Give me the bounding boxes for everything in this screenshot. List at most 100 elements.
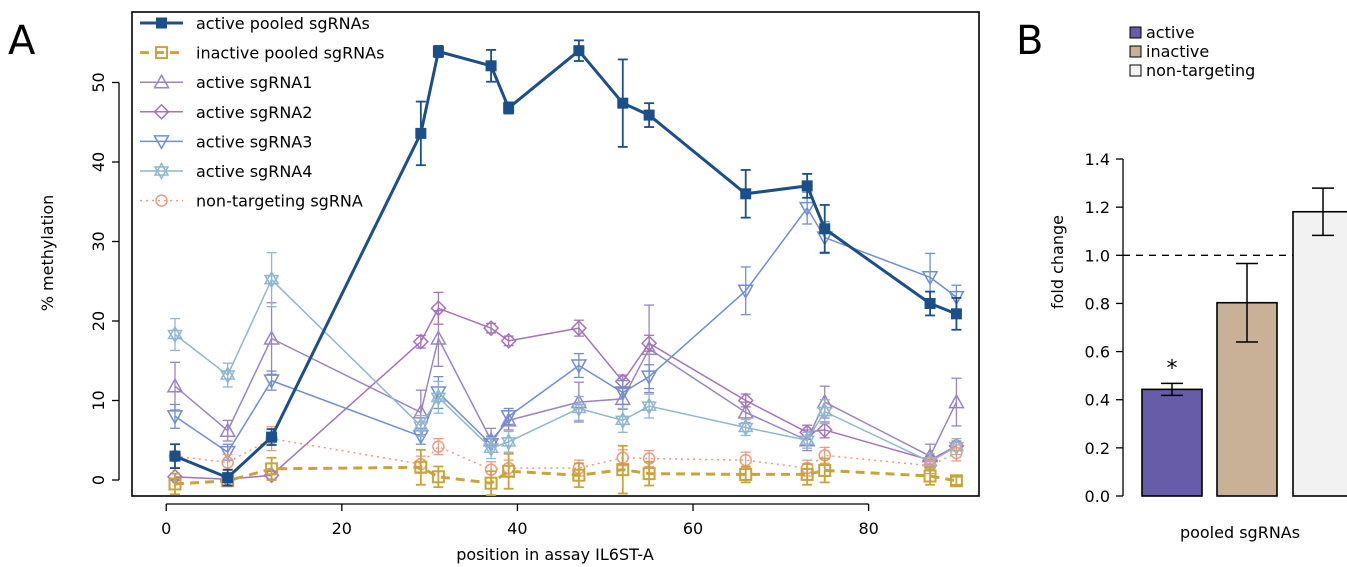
- data-point: [500, 410, 517, 425]
- data-point: [818, 463, 832, 477]
- data-point: [617, 97, 629, 109]
- data-point: [431, 470, 445, 484]
- data-point: [167, 329, 183, 344]
- data-point: [923, 469, 937, 483]
- legend-swatch: [1129, 26, 1142, 39]
- data-point: [799, 435, 815, 450]
- data-point: [924, 298, 936, 310]
- data-point: [737, 403, 754, 419]
- legend-label: active pooled sgRNAs: [196, 14, 370, 33]
- data-point: [949, 474, 963, 488]
- data-point: [430, 329, 447, 345]
- series-2: [166, 302, 965, 469]
- data-point: [266, 431, 278, 443]
- legend-label: active: [1146, 23, 1195, 42]
- data-point: [483, 439, 499, 453]
- series-5: [167, 251, 965, 471]
- a-y-tick-label: 20: [89, 311, 108, 331]
- data-point: [950, 446, 963, 460]
- data-point: [430, 388, 447, 403]
- data-point: [737, 418, 754, 433]
- data-point: [430, 392, 447, 407]
- panel-b-label: B: [1016, 18, 1043, 64]
- a-x-tick-label: 0: [161, 519, 171, 538]
- legend-swatch: [1129, 45, 1142, 58]
- panel-a-line-chart: 0 20 40 60 80 0 10 20 30 40 50 active pooled sgRNA…: [38, 11, 980, 564]
- data-point: [500, 432, 517, 447]
- data-point: [500, 332, 517, 349]
- data-point: [263, 270, 280, 285]
- panel-b-axes: 0.0 0.2 0.4 0.6 0.8 1.0 1.2 1.4: [1085, 150, 1347, 506]
- legend-marker: [153, 166, 170, 181]
- series-line: [174, 465, 957, 486]
- legend-marker: [153, 135, 170, 150]
- data-point: [265, 462, 279, 476]
- b-y-tick-label: 1.2: [1085, 198, 1110, 217]
- legend-swatch: [1129, 64, 1142, 77]
- data-point: [616, 463, 630, 477]
- a-y-tick-label: 30: [89, 231, 108, 251]
- a-x-tick-label: 80: [858, 519, 878, 538]
- data-point: [415, 127, 427, 139]
- a-x-tick-label: 40: [507, 519, 527, 538]
- data-point: [412, 333, 429, 350]
- data-point: [169, 450, 181, 462]
- legend-marker: [153, 73, 170, 89]
- data-point: [571, 403, 587, 418]
- a-y-tick-label: 50: [89, 72, 108, 92]
- data-point: [168, 477, 182, 491]
- data-point: [500, 437, 517, 451]
- data-point: [484, 476, 498, 490]
- panel-a-legend: active pooled sgRNAs inactive pooled sgRN…: [140, 14, 384, 211]
- legend-label: non-targeting sgRNA: [196, 192, 363, 211]
- data-point: [798, 201, 816, 217]
- data-point: [430, 300, 447, 317]
- legend-label: non-targeting: [1146, 61, 1255, 80]
- bar-active: [1141, 388, 1203, 497]
- b-y-tick-label: 1.0: [1085, 246, 1110, 265]
- data-point: [737, 422, 754, 437]
- legend-label: active sgRNA1: [196, 73, 312, 92]
- bar-non-targeting: [1292, 210, 1347, 497]
- data-point: [483, 320, 500, 337]
- data-point: [739, 467, 753, 481]
- data-point: [643, 109, 655, 121]
- legend-marker: [153, 161, 170, 176]
- data-point: [641, 335, 658, 352]
- data-point: [948, 393, 965, 409]
- data-point: [166, 410, 184, 425]
- data-point: [413, 421, 429, 435]
- data-point: [503, 102, 515, 114]
- series-1: [168, 444, 963, 497]
- data-point: [413, 416, 429, 431]
- significance-marker: *: [1167, 356, 1178, 381]
- data-point: [819, 223, 831, 235]
- data-point: [219, 366, 236, 380]
- data-point: [950, 308, 962, 320]
- data-point: [222, 472, 234, 484]
- b-y-tick-label: 0.8: [1085, 294, 1110, 313]
- series-3: [166, 291, 965, 488]
- data-point: [221, 456, 234, 469]
- b-y-tick-label: 0.2: [1085, 439, 1110, 458]
- data-point: [502, 464, 516, 478]
- series-4: [166, 191, 965, 461]
- a-x-tick-label: 20: [332, 519, 352, 538]
- data-point: [483, 443, 499, 458]
- panel-a-plot-frame: [131, 11, 980, 497]
- data-point: [263, 329, 280, 345]
- data-point: [432, 440, 445, 453]
- legend-marker: [155, 46, 168, 60]
- legend-label: active sgRNA3: [196, 132, 312, 151]
- panel-a-series-group: [166, 39, 965, 497]
- legend-label: inactive: [1146, 42, 1209, 61]
- panel-b-bars-group: *: [1141, 187, 1347, 497]
- data-point: [500, 411, 517, 427]
- data-point: [571, 399, 587, 414]
- data-point: [414, 460, 428, 474]
- b-y-tick-label: 0.4: [1085, 391, 1110, 410]
- data-point: [816, 402, 833, 417]
- legend-label: active sgRNA4: [196, 162, 312, 181]
